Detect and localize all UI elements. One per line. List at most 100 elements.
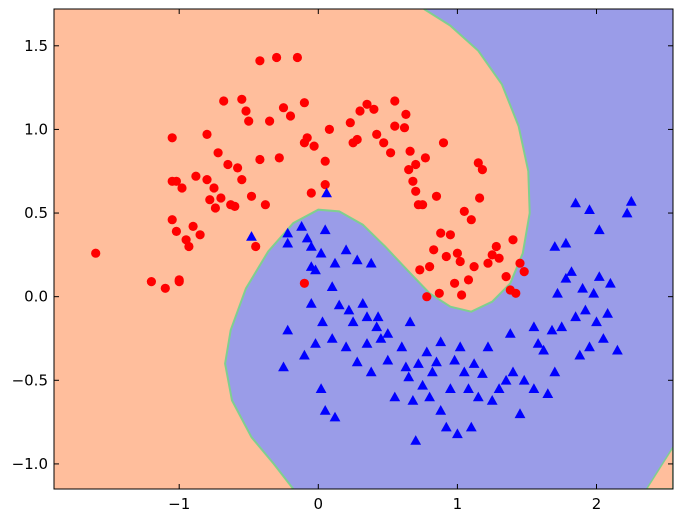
class-0-point bbox=[386, 148, 396, 158]
class-0-point bbox=[274, 153, 284, 163]
class-1-point bbox=[361, 338, 373, 348]
class-1-point bbox=[410, 435, 422, 445]
class-1-point bbox=[542, 388, 554, 398]
class-0-point bbox=[477, 165, 487, 175]
class-1-point bbox=[477, 368, 488, 378]
region-class-1 bbox=[225, 9, 673, 489]
class-0-point bbox=[205, 195, 215, 205]
class-1-point bbox=[282, 237, 294, 248]
class-0-point bbox=[244, 116, 254, 126]
x-axis: −1 0 1 2 bbox=[168, 9, 601, 513]
class-1-point bbox=[365, 257, 377, 268]
class-1-point bbox=[440, 421, 452, 432]
class-0-point bbox=[463, 275, 474, 285]
class-1-point bbox=[340, 244, 352, 255]
y-tick-label: −0.5 bbox=[12, 371, 48, 389]
class-0-point bbox=[491, 241, 501, 252]
x-tick-label: 0 bbox=[314, 495, 324, 513]
class-0-point bbox=[309, 141, 319, 151]
class-1-point bbox=[507, 366, 519, 377]
class-1-point bbox=[315, 383, 327, 393]
class-0-point bbox=[494, 253, 504, 263]
class-1-point bbox=[577, 282, 588, 293]
class-0-point bbox=[441, 251, 451, 262]
class-1-point bbox=[305, 298, 317, 308]
class-1-point bbox=[326, 281, 338, 291]
class-0-point bbox=[191, 171, 201, 181]
plot-area bbox=[91, 9, 673, 489]
class-0-point bbox=[445, 230, 455, 240]
class-0-point bbox=[320, 180, 330, 190]
class-1-point bbox=[584, 341, 595, 352]
class-0-point bbox=[195, 230, 205, 240]
class-1-point bbox=[246, 231, 257, 241]
class-1-point bbox=[445, 383, 456, 393]
class-0-point bbox=[431, 191, 442, 201]
decision-boundary bbox=[224, 9, 531, 489]
class-0-point bbox=[299, 98, 309, 108]
class-1-point bbox=[315, 247, 327, 258]
class-0-point bbox=[202, 129, 212, 139]
class-1-point bbox=[593, 224, 605, 235]
class-1-point bbox=[375, 333, 387, 343]
class-1-point bbox=[319, 224, 331, 235]
class-1-point bbox=[593, 271, 605, 281]
class-1-point bbox=[389, 391, 401, 402]
class-0-point bbox=[345, 118, 355, 128]
class-0-point bbox=[408, 176, 418, 186]
class-1-point bbox=[549, 241, 561, 251]
class-1-point bbox=[421, 346, 433, 357]
class-0-point bbox=[352, 134, 362, 145]
class-0-point bbox=[369, 104, 379, 114]
class-0-point bbox=[362, 99, 372, 109]
class-1-point bbox=[326, 333, 338, 343]
class-1-point bbox=[452, 428, 463, 439]
class-0-point bbox=[210, 203, 220, 213]
class-1-point bbox=[371, 321, 383, 332]
y-tick-label: 1.0 bbox=[24, 120, 48, 138]
y-tick-label: 0.0 bbox=[24, 288, 48, 306]
class-1-point bbox=[584, 204, 595, 214]
class-1-point bbox=[435, 336, 447, 347]
class-0-point bbox=[501, 272, 511, 282]
class-0-point bbox=[285, 111, 296, 121]
class-0-point bbox=[209, 183, 219, 193]
class-0-point bbox=[251, 241, 261, 252]
class-0-point bbox=[255, 154, 265, 165]
class-0-point bbox=[91, 248, 101, 258]
class-1-point bbox=[528, 321, 540, 332]
class-1-point bbox=[598, 333, 609, 343]
class-1-point bbox=[486, 395, 498, 405]
class-1-point bbox=[424, 391, 435, 402]
class-1-point bbox=[493, 383, 505, 393]
class-0-point bbox=[508, 235, 518, 245]
class-1-point bbox=[305, 241, 317, 251]
class-0-point bbox=[171, 176, 181, 186]
x-tick-label: 2 bbox=[592, 495, 602, 513]
class-1-point bbox=[621, 207, 633, 218]
class-1-point bbox=[321, 187, 332, 198]
class-0-point bbox=[213, 148, 223, 158]
y-tick-label: −1.0 bbox=[12, 455, 48, 473]
class-0-point bbox=[418, 200, 428, 210]
class-0-point bbox=[420, 153, 430, 163]
y-axis: −1.0 −0.5 0.0 0.5 1.0 1.5 bbox=[12, 37, 673, 473]
class-0-point bbox=[519, 267, 529, 277]
class-1-point bbox=[351, 356, 363, 367]
class-0-point bbox=[411, 159, 421, 170]
class-1-point bbox=[549, 366, 561, 377]
class-1-point bbox=[343, 304, 355, 315]
class-1-point bbox=[329, 411, 341, 422]
y-tick-label: 1.5 bbox=[24, 37, 48, 55]
class-1-point bbox=[570, 197, 581, 208]
class-1-point bbox=[560, 272, 572, 283]
class-0-point bbox=[167, 133, 177, 143]
class-0-point bbox=[429, 245, 439, 255]
class-0-point bbox=[475, 193, 485, 203]
class-1-point bbox=[556, 321, 568, 332]
class-0-point bbox=[399, 123, 410, 133]
class-1-point bbox=[454, 341, 466, 352]
class-0-point bbox=[457, 290, 467, 300]
class-1-point bbox=[299, 349, 310, 360]
class-1-point bbox=[417, 379, 428, 390]
